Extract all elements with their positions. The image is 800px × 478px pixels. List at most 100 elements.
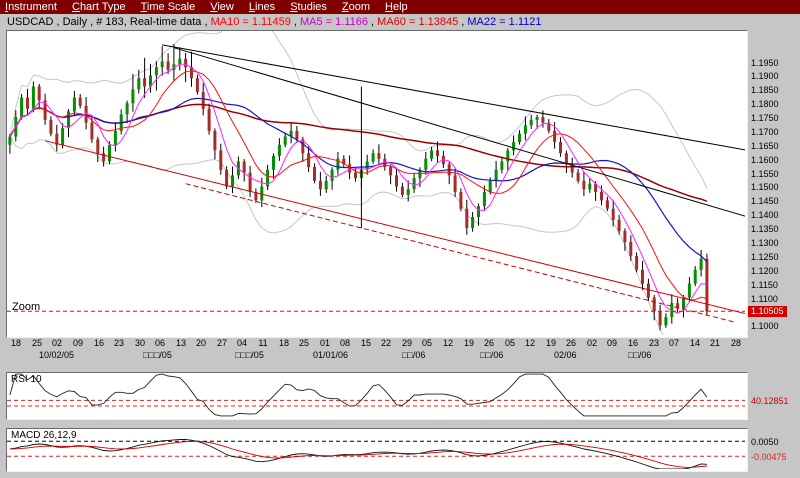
main-chart-canvas[interactable]	[7, 31, 745, 335]
x-axis-day-label: 14	[689, 338, 700, 348]
x-axis-month-label: □□/06	[628, 350, 652, 360]
x-axis-day-label: 15	[360, 338, 371, 348]
x-axis-day-label: 05	[504, 338, 515, 348]
zoom-mode-label: Zoom	[12, 301, 41, 313]
header-segment: USDCAD , Daily , # 183, Real-time data	[7, 16, 205, 28]
x-axis-month-label: 02/06	[554, 350, 577, 360]
price-tick-label: 1.1700	[751, 126, 779, 137]
x-axis-day-label: 19	[463, 338, 474, 348]
price-tick-label: 1.1900	[751, 71, 779, 82]
trendline	[185, 183, 737, 323]
menu-item-lines[interactable]: Lines	[248, 1, 276, 13]
candlesticks	[8, 43, 709, 331]
rsi-line	[9, 373, 708, 417]
menu-item-time-scale[interactable]: Time Scale	[140, 1, 196, 13]
x-axis-day-label: 02	[51, 338, 62, 348]
menu-item-help[interactable]: Help	[385, 1, 408, 13]
x-axis-day-label: 08	[339, 338, 350, 348]
header-segment: ,	[461, 16, 468, 28]
price-tick-label: 1.1500	[751, 182, 779, 193]
x-axis-days: 18 25 02 09 16 23 30 06 13 20 27 04 11 18 25 01 08 15 22 29…	[6, 338, 746, 349]
x-axis-day-label: 05	[421, 338, 432, 348]
main-chart-panel: Zoom	[6, 30, 748, 338]
price-tick-label: 1.1750	[751, 113, 779, 124]
macd-chart-canvas[interactable]	[7, 429, 745, 469]
x-axis-day-label: 16	[627, 338, 638, 348]
rsi-panel-label: RSI 10	[11, 374, 42, 385]
price-tick-label: 1.1200	[751, 265, 779, 276]
header-segment: ,	[293, 16, 300, 28]
macd-line	[9, 438, 707, 469]
x-axis-day-label: 13	[175, 338, 186, 348]
menu-item-instrument[interactable]: Instrument	[5, 1, 57, 13]
rsi-chart-canvas[interactable]	[7, 373, 745, 417]
price-tick-label: 1.1950	[751, 57, 779, 68]
x-axis-day-label: 29	[401, 338, 412, 348]
price-tick-label: 1.1600	[751, 154, 779, 165]
price-tick-label: 1.1250	[751, 251, 779, 262]
x-axis-day-label: 23	[648, 338, 659, 348]
x-axis-day-label: 16	[93, 338, 104, 348]
rsi-axis: 40.12851	[748, 372, 800, 418]
header-segment: MA10 = 1.11459	[210, 16, 294, 28]
menu-item-zoom[interactable]: Zoom	[341, 1, 371, 13]
menu-item-view[interactable]: View	[210, 1, 234, 13]
trendline	[162, 44, 745, 151]
menu-item-chart-type[interactable]: Chart Type	[71, 1, 126, 13]
x-axis-month-label: □□/06	[402, 350, 426, 360]
macd-value-label: 0.0050	[751, 437, 779, 448]
trendline	[44, 140, 745, 314]
x-axis-day-label: 07	[668, 338, 679, 348]
x-axis-day-label: 26	[565, 338, 576, 348]
price-tick-label: 1.1350	[751, 224, 779, 235]
x-axis-day-label: 21	[709, 338, 720, 348]
header-segment: MA60 = 1.13845	[377, 16, 462, 28]
menu-bar: Instrument Chart Type Time Scale View Lines S…	[0, 0, 800, 14]
price-tick-label: 1.1850	[751, 85, 779, 96]
x-axis-month-label: 01/01/06	[313, 350, 349, 360]
price-tick-label: 1.1000	[751, 321, 779, 332]
macd-panel-label: MACD 26,12,9	[11, 430, 77, 441]
x-axis-day-label: 04	[236, 338, 247, 348]
x-axis-day-label: 12	[442, 338, 453, 348]
macd-value-label: -0.00475	[751, 452, 787, 463]
trendline	[173, 47, 745, 217]
x-axis-day-label: 02	[586, 338, 597, 348]
x-axis-day-label: 18	[10, 338, 21, 348]
macd-signal-line	[9, 440, 707, 468]
x-axis-day-label: 30	[134, 338, 145, 348]
x-axis-day-label: 23	[113, 338, 124, 348]
price-tick-label: 1.1450	[751, 196, 779, 207]
x-axis-day-label: 01	[319, 338, 330, 348]
current-price-badge: 1.10505	[748, 306, 787, 318]
macd-axis: 0.0050 -0.00475	[748, 428, 800, 470]
rsi-value-label: 40.12851	[751, 396, 789, 407]
price-tick-label: 1.1100	[751, 293, 778, 304]
chart-header: USDCAD , Daily , # 183, Real-time data ,…	[7, 15, 797, 29]
menu-item-studies[interactable]: Studies	[290, 1, 327, 13]
x-axis-day-label: 27	[216, 338, 227, 348]
moving-averages	[9, 63, 708, 314]
x-axis-day-label: 09	[606, 338, 617, 348]
x-axis-month-label: □□□/05	[235, 350, 264, 360]
price-tick-label: 1.1550	[751, 168, 779, 179]
x-axis-day-label: 26	[483, 338, 494, 348]
x-axis-day-label: 25	[298, 338, 309, 348]
price-tick-label: 1.1150	[751, 279, 778, 290]
x-axis-day-label: 12	[524, 338, 535, 348]
x-axis-month-label: □□/06	[480, 350, 504, 360]
x-axis-day-label: 28	[730, 338, 741, 348]
x-axis-day-label: 18	[278, 338, 289, 348]
header-segment: MA22 = 1.1121	[467, 16, 542, 28]
x-axis-months: 10/02/05 □□□/05 □□□/05 01/01/06 □□/06 □□/06 02…	[6, 350, 746, 361]
x-axis-day-label: 11	[258, 338, 268, 348]
price-tick-label: 1.1800	[751, 99, 779, 110]
header-segment: ,	[371, 16, 378, 28]
price-axis: 1.1950 1.1900 1.1850 1.1800 1.1750 1.1700 1.16…	[748, 30, 800, 336]
header-segment: MA5 = 1.1166	[300, 16, 372, 28]
price-tick-label: 1.1650	[751, 140, 779, 151]
bollinger-bands	[9, 31, 708, 335]
price-tick-label: 1.1400	[751, 210, 779, 221]
x-axis-month-label: 10/02/05	[39, 350, 75, 360]
